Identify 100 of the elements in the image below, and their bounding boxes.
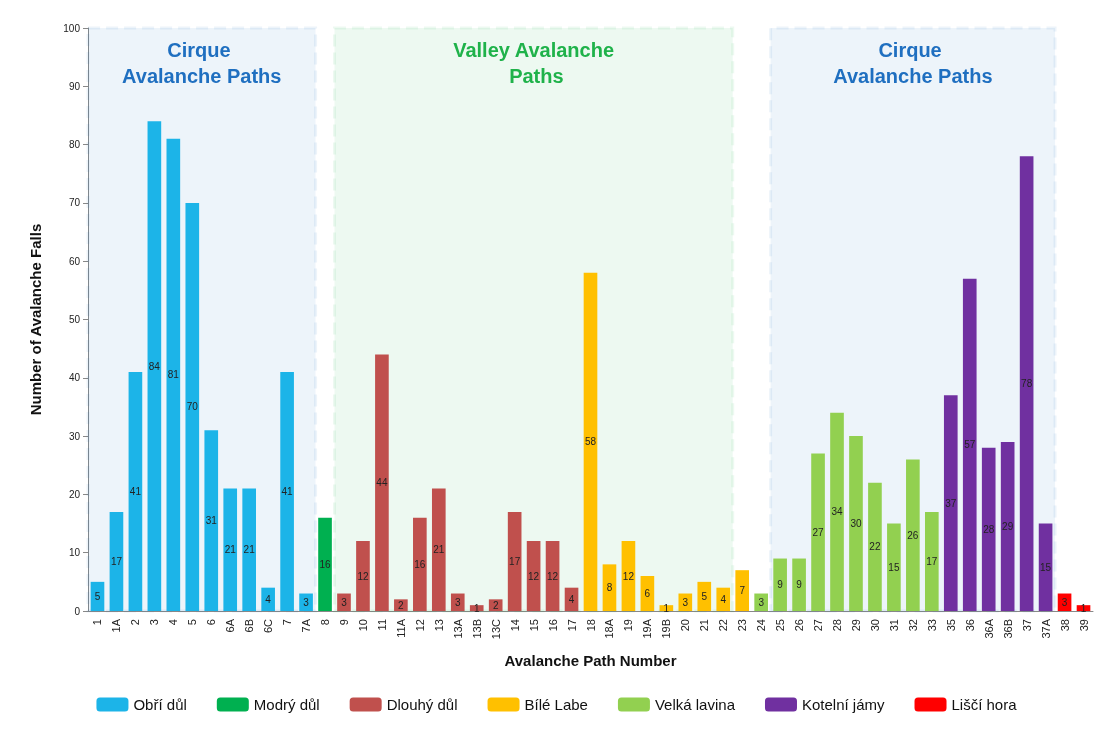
y-tick-label: 20: [68, 488, 81, 500]
y-tick-label: 30: [68, 430, 81, 442]
data-label: 81: [167, 369, 180, 381]
x-tick-label: 35: [944, 619, 957, 632]
bar: [166, 138, 181, 611]
x-tick-label: 19A: [641, 618, 654, 639]
data-label: 41: [129, 485, 142, 497]
x-tick-label: 18: [584, 619, 597, 632]
x-tick-label: 36A: [982, 618, 995, 639]
x-tick-label: 7A: [300, 618, 313, 633]
data-label: 1: [1080, 602, 1087, 614]
y-tick-label: 90: [68, 80, 81, 92]
x-tick-label: 28: [831, 619, 844, 632]
data-label: 21: [433, 544, 445, 556]
x-tick-label: 7: [281, 619, 294, 626]
data-label: 12: [528, 570, 540, 582]
data-label: 22: [869, 541, 881, 553]
y-tick-label: 80: [68, 139, 81, 151]
bar: [830, 412, 844, 611]
data-label: 5: [701, 590, 708, 602]
data-label: 3: [682, 596, 689, 608]
data-label: 21: [243, 544, 256, 556]
x-tick-label: 5: [186, 619, 199, 626]
bar: [735, 570, 750, 611]
y-tick-label: 100: [63, 22, 81, 34]
y-tick-label: 40: [68, 372, 81, 384]
data-label: 31: [205, 515, 218, 527]
data-label: 17: [110, 555, 123, 567]
x-tick-label: 13C: [489, 618, 502, 640]
data-label: 70: [186, 401, 199, 413]
bar: [223, 488, 238, 611]
data-label: 1: [663, 602, 670, 614]
bar: [280, 371, 294, 611]
bar: [981, 447, 996, 611]
band-label: Valley Avalanche Paths: [453, 38, 615, 87]
x-tick-label: 24: [755, 619, 768, 632]
bar: [431, 488, 446, 611]
bar: [128, 371, 143, 611]
data-label: 84: [148, 360, 161, 372]
bar: [109, 511, 124, 611]
data-label: 9: [777, 579, 784, 591]
bar: [1038, 523, 1053, 611]
x-tick-label: 8: [319, 619, 332, 626]
x-tick-label: 31: [887, 619, 900, 632]
bar: [868, 482, 882, 611]
bar: [583, 272, 598, 611]
x-tick-label: 36: [963, 619, 976, 632]
data-label: 12: [622, 570, 635, 582]
data-label: 57: [964, 439, 976, 451]
data-label: 3: [303, 596, 310, 608]
x-tick-label: 16: [546, 619, 559, 632]
data-label: 44: [376, 477, 388, 489]
x-tick-label: 27: [812, 619, 825, 632]
data-label: 37: [945, 497, 957, 509]
x-tick-label: 4: [167, 619, 180, 626]
data-label: 17: [926, 555, 938, 567]
data-label: 27: [812, 526, 825, 538]
x-tick-label: 21: [698, 619, 711, 632]
bar: [697, 581, 712, 611]
x-tick-label: 13B: [470, 619, 483, 639]
bar: [375, 354, 389, 611]
legend-label: Velká lavina: [654, 696, 736, 713]
bar: [792, 558, 806, 611]
bar: [924, 511, 939, 611]
data-label: 6: [644, 588, 651, 600]
x-tick-label: 13: [432, 619, 445, 632]
data-label: 7: [739, 585, 746, 597]
data-label: 3: [758, 596, 765, 608]
data-label: 1: [473, 602, 480, 614]
bar: [962, 278, 977, 611]
x-tick-label: 2: [129, 619, 142, 626]
data-label: 16: [319, 558, 332, 570]
bar: [413, 517, 427, 611]
bar: [261, 587, 275, 611]
legend-label: Bílé Labe: [524, 696, 588, 713]
x-tick-label: 6C: [262, 618, 275, 634]
x-tick-label: 25: [774, 619, 787, 632]
data-label: 78: [1021, 378, 1033, 390]
x-axis-title: Avalanche Path Number: [504, 652, 677, 669]
x-tick-label: 39: [1077, 619, 1090, 632]
data-label: 5: [94, 590, 101, 602]
data-label: 2: [492, 599, 499, 611]
x-tick-label: 1: [91, 619, 104, 626]
data-label: 15: [1040, 561, 1052, 573]
x-tick-label: 11A: [394, 618, 407, 638]
x-tick-label: 38: [1058, 619, 1071, 632]
data-label: 34: [831, 506, 844, 518]
bar: [147, 121, 162, 611]
legend-label: Modrý důl: [253, 696, 320, 713]
x-tick-label: 19: [622, 619, 635, 632]
data-label: 8: [606, 582, 613, 594]
y-tick-label: 70: [68, 197, 81, 209]
x-tick-label: 37A: [1039, 618, 1052, 639]
x-tick-label: 6A: [224, 618, 237, 633]
data-label: 2: [398, 599, 405, 611]
band-label: Cirque Avalanche Paths: [833, 38, 993, 87]
x-tick-label: 10: [356, 619, 369, 632]
bar: [204, 430, 219, 611]
data-label: 4: [568, 593, 575, 605]
data-label: 4: [265, 593, 272, 605]
